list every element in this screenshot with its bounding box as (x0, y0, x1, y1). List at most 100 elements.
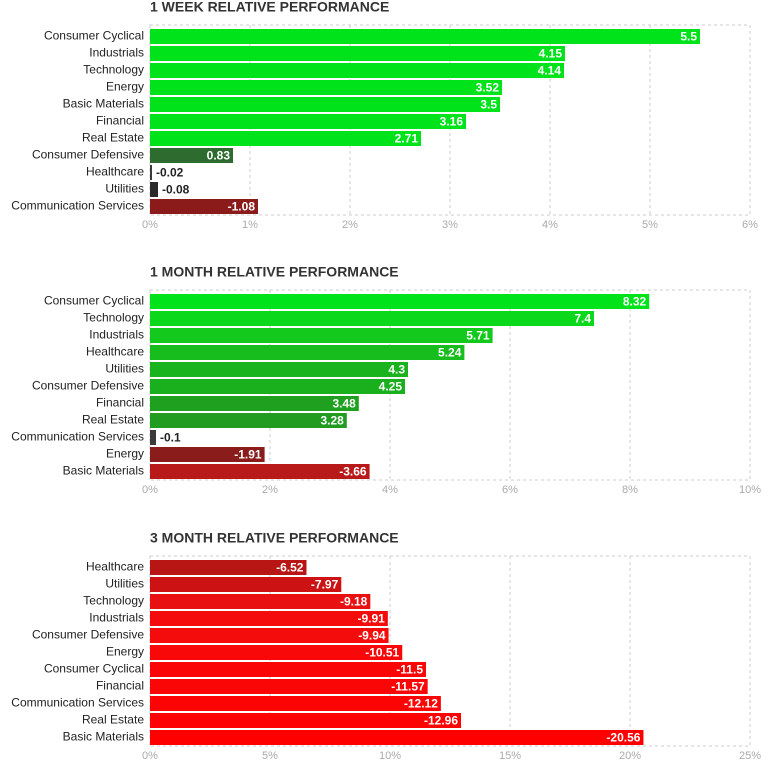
bar (150, 560, 307, 575)
bar (150, 46, 565, 61)
category-label: Utilities (105, 182, 144, 196)
category-label: Healthcare (86, 345, 144, 359)
value-label: -11.5 (396, 663, 423, 677)
bar (150, 114, 466, 129)
bar (150, 577, 342, 592)
x-tick-label: 4% (542, 219, 558, 231)
x-tick-label: 5% (642, 219, 658, 231)
value-label: -9.94 (358, 629, 386, 643)
value-label: 3.52 (476, 81, 500, 95)
value-label: -0.1 (160, 431, 181, 445)
x-tick-label: 2% (342, 219, 358, 231)
value-label: 2.71 (395, 132, 419, 146)
x-tick-label: 15% (499, 750, 521, 762)
bar (150, 447, 265, 462)
bar (150, 97, 500, 112)
category-label: Financial (96, 396, 144, 410)
category-label: Real Estate (82, 713, 144, 727)
value-label: -9.18 (340, 595, 368, 609)
x-tick-label: 0% (142, 219, 158, 231)
value-label: 3.16 (440, 115, 464, 129)
value-label: 3.28 (320, 414, 344, 428)
category-label: Consumer Defensive (32, 628, 144, 642)
value-label: -0.02 (156, 166, 184, 180)
category-label: Basic Materials (63, 464, 144, 478)
bar (150, 713, 462, 728)
category-label: Communication Services (11, 199, 144, 213)
bar (150, 311, 594, 326)
category-label: Consumer Defensive (32, 148, 144, 162)
category-label: Technology (83, 594, 144, 608)
category-label: Consumer Defensive (32, 379, 144, 393)
value-label: -6.52 (276, 561, 304, 575)
x-tick-label: 20% (619, 750, 641, 762)
bar (150, 131, 421, 146)
x-tick-label: 0% (142, 484, 158, 496)
bar (150, 628, 389, 643)
value-label: 0.83 (207, 149, 231, 163)
bar (150, 182, 158, 197)
category-label: Industrials (89, 611, 144, 625)
category-label: Basic Materials (63, 730, 144, 744)
value-label: -1.08 (228, 200, 256, 214)
value-label: 5.5 (680, 30, 697, 44)
category-label: Healthcare (86, 560, 144, 574)
category-label: Consumer Cyclical (44, 662, 144, 676)
chart-title: 3 MONTH RELATIVE PERFORMANCE (150, 530, 399, 546)
bar (150, 396, 359, 411)
category-label: Consumer Cyclical (44, 294, 144, 308)
bar (150, 611, 388, 626)
category-label: Technology (83, 63, 144, 77)
bar (150, 594, 371, 609)
bar (150, 148, 233, 163)
x-tick-label: 2% (262, 484, 278, 496)
chart-title: 1 MONTH RELATIVE PERFORMANCE (150, 264, 399, 280)
category-label: Healthcare (86, 165, 144, 179)
bar (150, 29, 700, 44)
x-tick-label: 25% (739, 750, 761, 762)
bar (150, 80, 502, 95)
category-label: Financial (96, 679, 144, 693)
bar (150, 662, 426, 677)
chart-title: 1 WEEK RELATIVE PERFORMANCE (150, 0, 389, 15)
category-label: Industrials (89, 46, 144, 60)
value-label: -20.56 (606, 731, 640, 745)
x-tick-label: 5% (262, 750, 278, 762)
bar (150, 430, 156, 445)
bar (150, 328, 493, 343)
x-tick-label: 0% (142, 750, 158, 762)
bar (150, 730, 644, 745)
bar (150, 379, 405, 394)
bar (150, 165, 152, 180)
category-label: Energy (106, 645, 144, 659)
category-label: Basic Materials (63, 97, 144, 111)
value-label: 4.14 (538, 64, 562, 78)
value-label: -1.91 (234, 448, 262, 462)
bar (150, 413, 347, 428)
bar (150, 696, 441, 711)
value-label: 7.4 (574, 312, 591, 326)
value-label: 3.5 (480, 98, 497, 112)
x-tick-label: 1% (242, 219, 258, 231)
category-label: Utilities (105, 577, 144, 591)
category-label: Technology (83, 311, 144, 325)
value-label: 5.24 (438, 346, 462, 360)
category-label: Real Estate (82, 131, 144, 145)
value-label: -3.66 (339, 465, 367, 479)
value-label: -12.12 (404, 697, 438, 711)
value-label: 4.15 (539, 47, 563, 61)
value-label: -12.96 (424, 714, 458, 728)
category-label: Utilities (105, 362, 144, 376)
bar (150, 645, 403, 660)
value-label: 4.3 (388, 363, 405, 377)
value-label: -7.97 (311, 578, 339, 592)
x-tick-label: 4% (382, 484, 398, 496)
category-label: Real Estate (82, 413, 144, 427)
bar (150, 345, 465, 360)
value-label: -11.57 (391, 680, 425, 694)
bar (150, 679, 428, 694)
category-label: Energy (106, 80, 144, 94)
x-tick-label: 6% (742, 219, 758, 231)
x-tick-label: 10% (739, 484, 761, 496)
category-label: Consumer Cyclical (44, 29, 144, 43)
